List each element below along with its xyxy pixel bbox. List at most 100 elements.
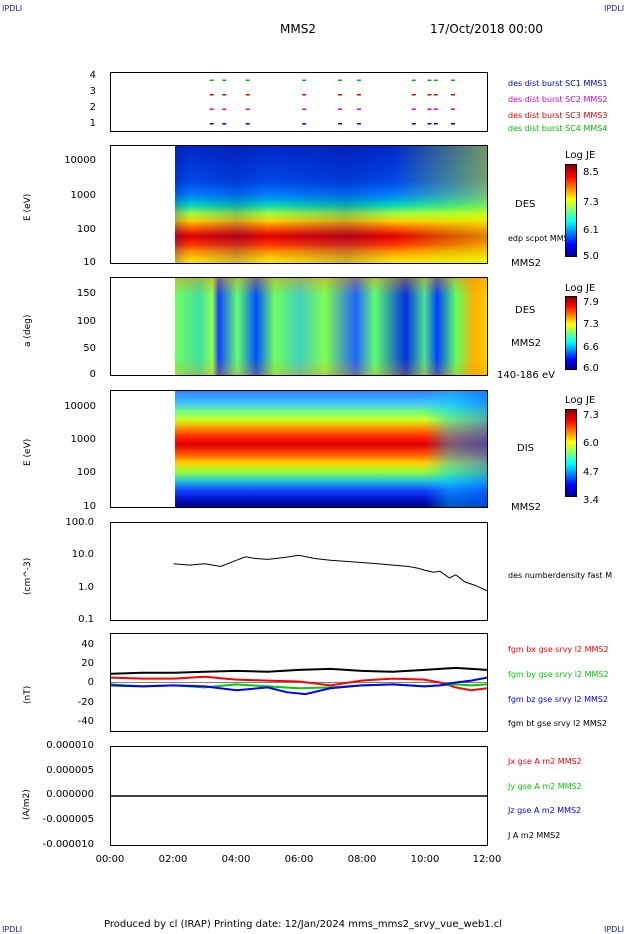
current-legend-jx: Jx gse A m2 MMS2 bbox=[508, 757, 582, 766]
des-pitch-instrument-label: DES bbox=[515, 305, 536, 316]
current-ytick: 0.000005 bbox=[46, 765, 94, 776]
density-ytick: 100.0 bbox=[65, 517, 94, 528]
fgm-ytick: 0 bbox=[87, 677, 94, 688]
x-tick-label: 06:00 bbox=[284, 854, 314, 865]
density-ytick: 1.0 bbox=[78, 582, 94, 593]
des-energy-ytick: 10 bbox=[83, 257, 96, 268]
corner-label-tr: IPDLI bbox=[604, 4, 625, 13]
dis-energy-ytick: 100 bbox=[76, 467, 96, 478]
x-tick-label: 02:00 bbox=[158, 854, 188, 865]
x-tick-label: 00:00 bbox=[95, 854, 125, 865]
footer-credit: Produced by cl (IRAP) Printing date: 12/… bbox=[104, 919, 503, 930]
dis-energy-cbtick: 4.7 bbox=[583, 467, 599, 478]
burst-panel bbox=[110, 72, 488, 132]
des-pitch-ytick: 100 bbox=[76, 316, 96, 327]
dis-energy-colorbar-title: Log JE bbox=[565, 395, 596, 406]
current-ylabel: (A/m2) bbox=[22, 789, 32, 820]
dis-energy-ytick: 10 bbox=[83, 501, 96, 512]
des-pitch-ytick: 50 bbox=[83, 343, 96, 354]
fgm-series-line-3 bbox=[111, 666, 487, 675]
des-energy-panel bbox=[110, 145, 488, 264]
datetime-title: 17/Oct/2018 00:00 bbox=[430, 22, 544, 36]
dis-energy-sc-label: MMS2 bbox=[511, 502, 541, 513]
burst-ytick: 3 bbox=[89, 86, 96, 97]
current-legend-jy: Jy gse A m2 MMS2 bbox=[508, 782, 582, 791]
des-pitch-energy-range: 140-186 eV bbox=[497, 370, 555, 381]
current-ytick: -0.000010 bbox=[42, 839, 94, 850]
dis-energy-panel bbox=[110, 390, 488, 508]
density-legend: des numberdensity fast M bbox=[508, 571, 613, 580]
burst-legend-sc1: des dist burst SC1 MMS1 bbox=[508, 79, 608, 88]
burst-legend-sc3: des dist burst SC3 MMS3 bbox=[508, 111, 608, 120]
des-pitch-ytick: 0 bbox=[89, 369, 96, 380]
dis-energy-cbtick: 7.3 bbox=[583, 410, 599, 421]
x-tick-label: 10:00 bbox=[410, 854, 440, 865]
corner-label-tl: IPDLI bbox=[2, 4, 23, 13]
density-ytick: 0.1 bbox=[78, 614, 94, 625]
current-ytick: 0.000000 bbox=[46, 789, 94, 800]
fgm-legend-bt: fgm bt gse srvy l2 MMS2 bbox=[508, 719, 607, 728]
des-pitch-sc-label: MMS2 bbox=[511, 338, 541, 349]
burst-legend-sc4: des dist burst SC4 MMS4 bbox=[508, 124, 608, 133]
des-pitch-colorbar bbox=[565, 296, 577, 370]
des-pitch-cbtick: 7.3 bbox=[583, 319, 599, 330]
current-ytick: -0.000005 bbox=[42, 814, 94, 825]
burst-legend-sc2: des dist burst SC2 MMS2 bbox=[508, 95, 608, 104]
current-plot bbox=[111, 795, 487, 797]
dis-energy-ylabel: E (eV) bbox=[23, 438, 33, 466]
x-tick-label: 04:00 bbox=[221, 854, 251, 865]
des-energy-instrument-label: DES bbox=[515, 199, 536, 210]
fgm-panel bbox=[110, 633, 488, 732]
dis-energy-cbtick: 3.4 bbox=[583, 495, 599, 506]
fgm-legend-bx: fgm bx gse srvy l2 MMS2 bbox=[508, 645, 609, 654]
des-energy-sc-label: MMS2 bbox=[511, 258, 541, 269]
dis-energy-cbtick: 6.0 bbox=[583, 438, 599, 449]
des-energy-colorbar bbox=[565, 164, 577, 257]
des-energy-scpot-label: edp scpot MMS2 bbox=[508, 234, 574, 243]
current-legend-jz: Jz gse A m2 MMS2 bbox=[508, 806, 582, 815]
fgm-series-line-0 bbox=[111, 675, 487, 692]
fgm-ytick: 40 bbox=[81, 639, 94, 650]
fgm-ytick: -20 bbox=[77, 697, 94, 708]
corner-label-bl: IPDLI bbox=[2, 925, 23, 934]
density-ytick: 10.0 bbox=[71, 549, 94, 560]
fgm-ylabel: (nT) bbox=[23, 685, 33, 704]
fgm-legend-bz: fgm bz gse srvy l2 MMS2 bbox=[508, 695, 609, 704]
dis-energy-colorbar bbox=[565, 409, 577, 497]
current-ytick: 0.000010 bbox=[46, 740, 94, 751]
des-pitch-ytick: 150 bbox=[76, 288, 96, 299]
burst-ytick: 4 bbox=[89, 70, 96, 81]
des-pitch-spectrogram bbox=[175, 278, 487, 375]
des-energy-cbtick: 6.1 bbox=[583, 225, 599, 236]
burst-plot bbox=[209, 79, 455, 125]
fgm-plot bbox=[111, 666, 487, 696]
density-series-line bbox=[173, 554, 487, 592]
des-pitch-ylabel: a (deg) bbox=[23, 314, 33, 347]
x-tick-label: 12:00 bbox=[472, 854, 502, 865]
dis-energy-ytick: 10000 bbox=[64, 401, 96, 412]
burst-ytick: 2 bbox=[89, 102, 96, 113]
dis-energy-spectrogram bbox=[175, 391, 487, 507]
fgm-legend-by: fgm by gse srvy l2 MMS2 bbox=[508, 670, 609, 679]
des-pitch-colorbar-title: Log JE bbox=[565, 283, 596, 294]
x-tick-label: 08:00 bbox=[347, 854, 377, 865]
fgm-series-line-2 bbox=[111, 676, 487, 696]
des-energy-ylabel: E (eV) bbox=[23, 193, 33, 221]
density-ylabel: (cm^-3) bbox=[23, 557, 33, 595]
fgm-ytick: 20 bbox=[81, 658, 94, 669]
current-legend-j: J A m2 MMS2 bbox=[508, 831, 561, 840]
des-pitch-panel bbox=[110, 277, 488, 376]
des-energy-cbtick: 7.3 bbox=[583, 197, 599, 208]
des-energy-colorbar-title: Log JE bbox=[565, 150, 596, 161]
dis-energy-instrument-label: DIS bbox=[517, 443, 534, 454]
dis-energy-ytick: 1000 bbox=[70, 434, 96, 445]
des-pitch-cbtick: 6.0 bbox=[583, 363, 599, 374]
des-energy-ytick: 100 bbox=[76, 224, 96, 235]
des-energy-ytick: 1000 bbox=[70, 190, 96, 201]
fgm-ytick: -40 bbox=[77, 716, 94, 727]
des-energy-spectrogram bbox=[175, 146, 487, 263]
density-panel bbox=[110, 522, 488, 621]
mission-title: MMS2 bbox=[280, 22, 316, 36]
density-plot bbox=[173, 554, 487, 592]
des-pitch-cbtick: 7.9 bbox=[583, 297, 599, 308]
